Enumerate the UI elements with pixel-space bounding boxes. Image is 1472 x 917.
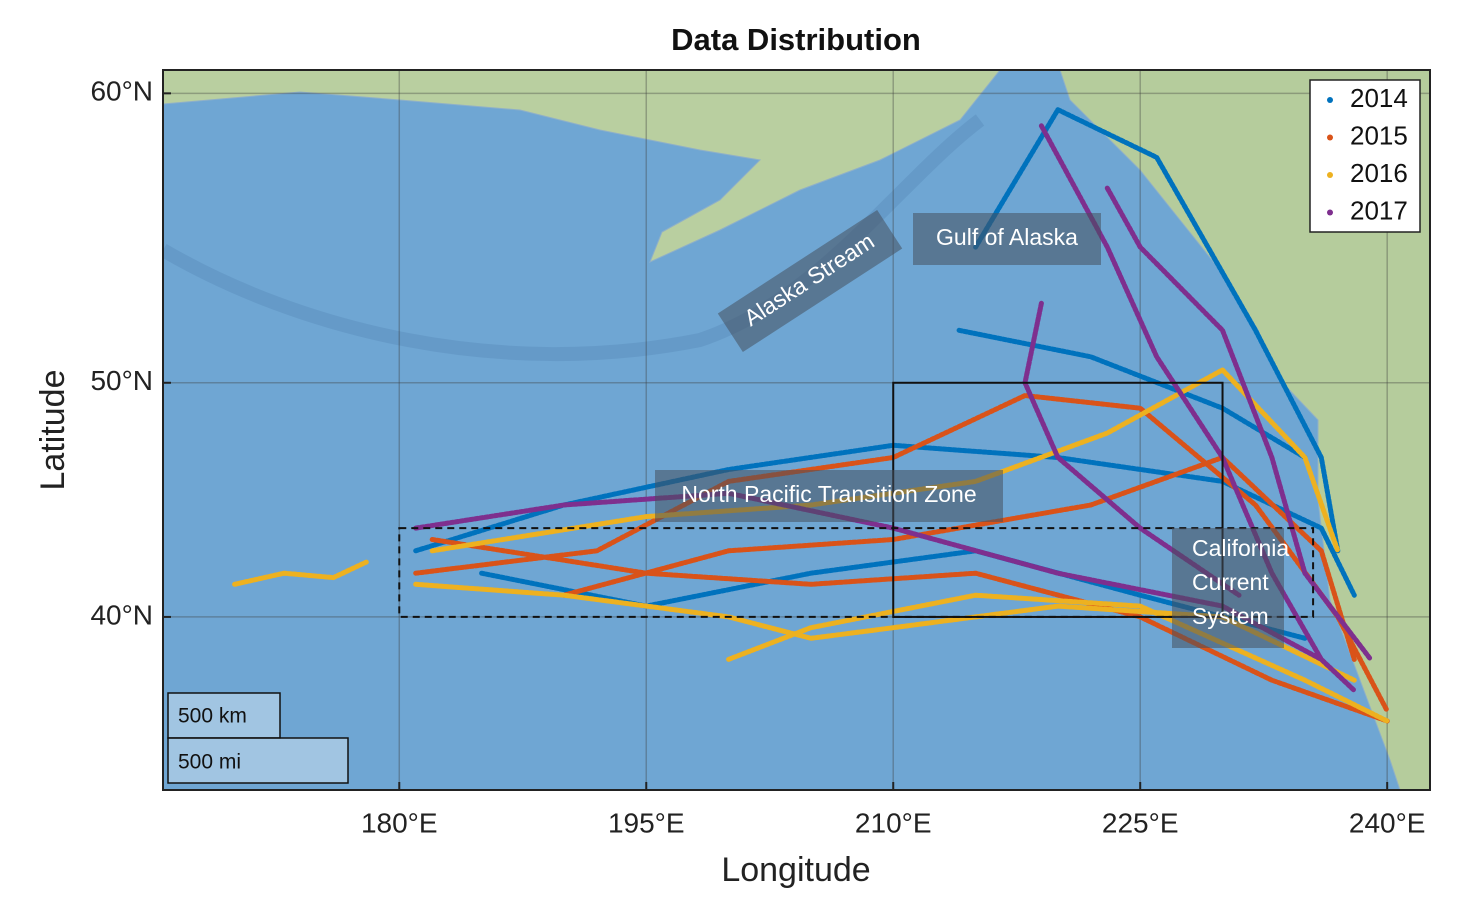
legend: 2014 2015 2016 2017 xyxy=(1309,79,1421,233)
chart-title: Data Distribution xyxy=(671,22,921,57)
annotation: Gulf of Alaska xyxy=(913,213,1101,265)
y-axis-label: Latitude xyxy=(34,370,72,491)
legend-label: 2015 xyxy=(1350,120,1408,150)
annotation-bg xyxy=(655,470,1003,522)
annotation-text: System xyxy=(1192,603,1269,629)
scale-label: 500 mi xyxy=(178,751,241,774)
legend-label: 2016 xyxy=(1350,158,1408,188)
annotation-text: California xyxy=(1192,535,1289,561)
y-tick-label: 60°N xyxy=(90,76,153,107)
y-tick-label: 40°N xyxy=(90,599,153,630)
legend-box xyxy=(1309,79,1421,233)
scale-bar: 500 km 500 mi xyxy=(167,692,349,784)
x-tick-label: 180°E xyxy=(361,807,438,838)
x-axis-label: Longitude xyxy=(721,851,870,889)
annotation: North Pacific Transition Zone xyxy=(655,470,1003,522)
legend-marker xyxy=(1327,97,1333,103)
annotation-text: Gulf of Alaska xyxy=(936,224,1078,250)
x-tick-label: 195°E xyxy=(608,807,685,838)
legend-marker xyxy=(1327,172,1333,178)
region-box xyxy=(398,527,1315,618)
scale-label: 500 km xyxy=(178,705,247,728)
annotation-bg xyxy=(1172,528,1284,648)
track xyxy=(232,367,1390,724)
annotation-bg xyxy=(913,213,1101,265)
annotation-text: North Pacific Transition Zone xyxy=(681,481,976,507)
x-tick-label: 210°E xyxy=(855,807,932,838)
annotation: California Current System xyxy=(1172,528,1289,648)
annotation-text: Current xyxy=(1192,569,1269,595)
annotation-bg xyxy=(717,209,903,353)
legend-marker xyxy=(1327,209,1333,216)
plot-frame xyxy=(162,69,1431,791)
x-tick-label: 225°E xyxy=(1102,807,1179,838)
x-tick-label: 240°E xyxy=(1349,807,1426,838)
legend-marker xyxy=(1327,134,1333,141)
track xyxy=(413,107,1357,641)
y-tick-label: 50°N xyxy=(90,365,153,396)
legend-label: 2014 xyxy=(1350,83,1408,113)
legend-label: 2017 xyxy=(1350,195,1408,225)
